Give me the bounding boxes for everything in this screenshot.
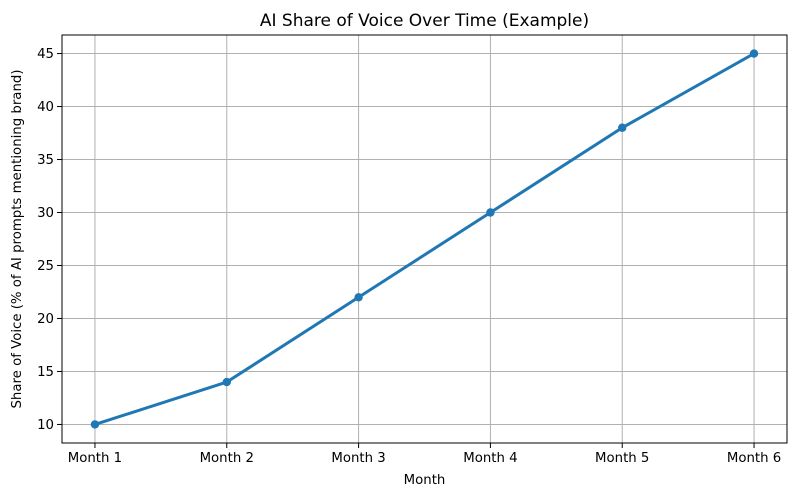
data-point-marker — [354, 293, 363, 302]
plot-border — [61, 34, 788, 444]
x-tick-label: Month 4 — [463, 451, 517, 466]
spines-layer — [61, 34, 788, 444]
series-line — [93, 52, 756, 426]
y-tick-label: 45 — [37, 47, 54, 62]
y-tick-label: 10 — [37, 418, 54, 433]
ticks-layer: Month 1 Month 2 Month 3 Month 4 Month 5 Month… — [37, 47, 781, 466]
y-tick-label: 15 — [37, 365, 54, 380]
y-tick-label: 40 — [37, 100, 54, 115]
grid-layer — [62, 35, 787, 443]
y-tick-label: 25 — [37, 259, 54, 274]
y-tick-label: 30 — [37, 206, 54, 221]
x-tick-label: Month 5 — [595, 451, 649, 466]
x-tick-label: Month 1 — [68, 451, 122, 466]
x-tick-label: Month 2 — [200, 451, 254, 466]
data-point-marker — [486, 208, 495, 217]
data-point-marker — [749, 49, 759, 58]
series-layer — [90, 49, 759, 429]
data-point-marker — [90, 420, 100, 429]
y-tick-label: 35 — [37, 153, 54, 168]
data-point-marker — [222, 377, 231, 387]
y-axis-label: Share of Voice (% of AI prompts mentioni… — [10, 69, 25, 408]
x-axis-label: Month — [404, 473, 446, 488]
x-tick-label: Month 6 — [727, 451, 781, 466]
chart-title: AI Share of Voice Over Time (Example) — [260, 11, 589, 31]
data-point-marker — [618, 123, 627, 132]
y-tick-label: 20 — [37, 312, 54, 327]
x-tick-label: Month 3 — [331, 451, 385, 466]
